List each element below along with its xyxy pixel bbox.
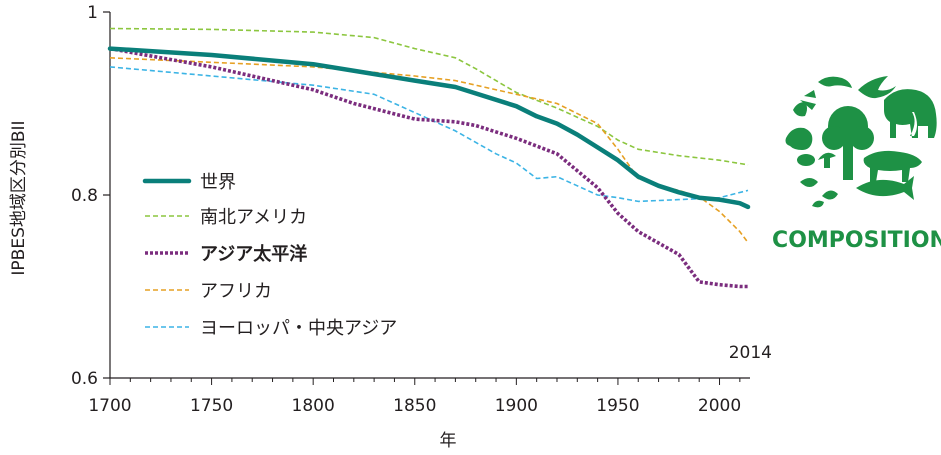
legend-label-1: 南北アメリカ bbox=[200, 207, 307, 228]
x-tick-label: 1850 bbox=[393, 396, 436, 416]
tuna-icon bbox=[856, 176, 914, 200]
series-line-3 bbox=[109, 57, 749, 244]
series-line-4 bbox=[109, 66, 749, 203]
year-annotation: 2014 bbox=[729, 343, 772, 363]
tiger-icon bbox=[863, 150, 922, 182]
logo-text: COMPOSITION bbox=[772, 228, 941, 253]
legend-label-4: ヨーロッパ・中央アジア bbox=[200, 318, 397, 339]
composition-logo bbox=[785, 76, 937, 208]
mushroom-icon bbox=[818, 152, 836, 168]
x-ticks: 1700 1750 1800 1850 1900 1950 2000 bbox=[88, 378, 741, 416]
series-line-2 bbox=[109, 46, 748, 289]
y-tick-label: 0.8 bbox=[71, 186, 98, 206]
lizard-icon bbox=[818, 76, 852, 88]
legend-label-3: アフリカ bbox=[200, 281, 272, 302]
fish-leaf-icon bbox=[793, 102, 807, 117]
x-tick-label: 1900 bbox=[495, 396, 538, 416]
legend-label-0: 世界 bbox=[200, 172, 236, 193]
y-axis-title: IPBES地域区分別BII bbox=[9, 120, 29, 275]
x-tick-label: 1700 bbox=[88, 396, 131, 416]
tree-icon bbox=[822, 106, 874, 180]
x-tick-label: 1750 bbox=[190, 396, 233, 416]
x-axis-title: 年 bbox=[440, 431, 457, 451]
legend-label-2: アジア太平洋 bbox=[200, 243, 307, 265]
series-line-0 bbox=[107, 46, 751, 210]
x-tick-label: 2000 bbox=[698, 396, 741, 416]
y-tick-label: 0.6 bbox=[71, 369, 98, 389]
series-layer bbox=[107, 27, 751, 289]
x-tick-label: 1950 bbox=[596, 396, 639, 416]
plant-icon bbox=[800, 178, 838, 208]
beetle-icon bbox=[797, 154, 815, 166]
frog-icon bbox=[785, 127, 813, 150]
x-tick-label: 1800 bbox=[292, 396, 335, 416]
elephant-icon bbox=[884, 89, 937, 138]
y-tick-label: 1 bbox=[87, 3, 98, 23]
y-ticks: 0.6 0.8 1 bbox=[71, 3, 110, 389]
dragonfly-icon bbox=[800, 90, 816, 110]
bird-icon bbox=[858, 76, 896, 99]
series-line-1 bbox=[109, 27, 749, 166]
